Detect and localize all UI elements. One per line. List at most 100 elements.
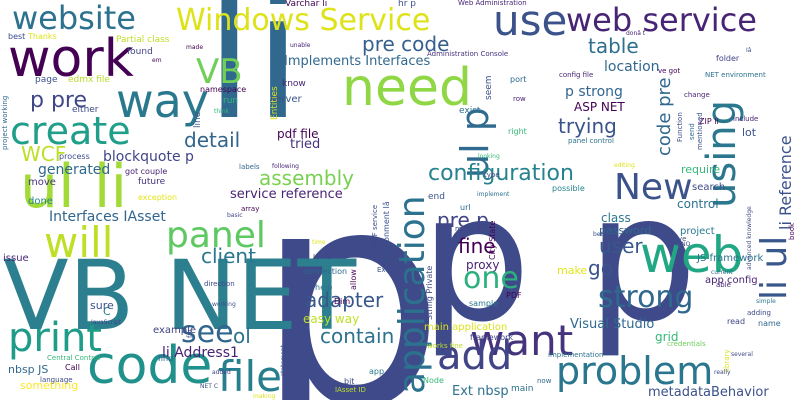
- word: possible: [552, 184, 585, 193]
- word: Varchar li: [285, 0, 328, 9]
- word: credentials: [667, 340, 706, 348]
- word: li Reference: [776, 135, 795, 230]
- word: Iâ ve: [313, 253, 331, 261]
- word: implementation: [548, 351, 604, 359]
- word: config file: [559, 71, 594, 79]
- word: web: [640, 226, 744, 284]
- word: done: [28, 196, 53, 207]
- word: strong: [598, 280, 694, 315]
- word: pre code: [362, 32, 450, 56]
- word: find: [158, 354, 174, 363]
- word: need: [342, 58, 472, 118]
- word: trying: [558, 114, 617, 138]
- word: project: [680, 226, 715, 237]
- word: best: [8, 32, 26, 41]
- word: contain: [320, 324, 395, 348]
- word: framework: [470, 333, 514, 342]
- word: will: [44, 218, 114, 267]
- word: Dim: [334, 297, 351, 306]
- word: p pre: [30, 88, 88, 113]
- word: table: [588, 34, 639, 58]
- word: end: [428, 192, 445, 202]
- word: PDF: [506, 291, 522, 300]
- word: now: [537, 377, 552, 385]
- word: time: [312, 239, 326, 246]
- word: right: [508, 127, 527, 136]
- word: tried: [290, 137, 321, 152]
- word: type: [484, 171, 500, 179]
- word: got couple: [125, 167, 168, 176]
- word: add: [437, 333, 513, 379]
- word: ul li: [20, 152, 128, 222]
- word: folder: [716, 54, 740, 63]
- word: print: [8, 315, 102, 361]
- word: LINQ: [676, 241, 691, 248]
- word: statement: [280, 345, 287, 376]
- word: simple: [756, 298, 776, 305]
- word: panel control: [568, 137, 614, 145]
- word: Ext nbsp: [452, 384, 509, 399]
- word: client: [201, 244, 256, 268]
- word: page: [35, 75, 58, 85]
- word: allow: [349, 269, 358, 290]
- word: pre p: [437, 208, 489, 232]
- word: better: [593, 231, 612, 238]
- word: change: [684, 91, 710, 99]
- word: file: [218, 352, 282, 400]
- word: p p: [420, 158, 698, 361]
- word: Central Control: [47, 354, 101, 362]
- word: user: [599, 234, 643, 258]
- word: name: [758, 319, 781, 328]
- word: several: [731, 351, 753, 358]
- word: JS framework: [697, 253, 764, 264]
- word: looking: [478, 153, 500, 160]
- word: unable: [290, 42, 311, 49]
- word: making: [253, 393, 276, 400]
- word: editing: [614, 162, 635, 169]
- word: far: [186, 328, 194, 338]
- word: see: [181, 315, 234, 350]
- word: VB NET: [3, 240, 357, 352]
- word: panel: [166, 215, 266, 256]
- word: direction: [204, 280, 235, 288]
- word: password: [599, 224, 652, 237]
- word: proxy: [466, 258, 500, 272]
- word: pdf file: [277, 127, 319, 141]
- word: think: [214, 108, 230, 115]
- word: really: [714, 369, 731, 376]
- word: code pre: [654, 77, 675, 156]
- word: service reference: [230, 187, 343, 202]
- word: work: [8, 29, 134, 89]
- word: li ul: [754, 235, 795, 300]
- word: Iâ: [746, 47, 752, 54]
- word: help: [315, 283, 333, 292]
- word: adapter: [305, 288, 384, 312]
- word: location: [604, 59, 660, 75]
- word: problem: [556, 349, 714, 393]
- word: code: [87, 336, 213, 396]
- word: require: [681, 163, 721, 176]
- word: know: [282, 79, 306, 89]
- word: basic: [227, 212, 243, 219]
- word: working: [212, 301, 236, 308]
- word: Interfaces IAsset: [49, 209, 166, 225]
- word: connection: [303, 267, 348, 276]
- word: create: [10, 109, 131, 153]
- word: ve got: [658, 67, 681, 75]
- word: em: [152, 57, 162, 64]
- word: sure: [90, 299, 114, 312]
- word: Ext: [377, 266, 389, 274]
- word: adding: [747, 309, 772, 317]
- word: String Private: [425, 265, 434, 320]
- word: VB: [196, 52, 243, 92]
- word: assembly: [259, 166, 354, 190]
- word: namespace: [200, 85, 247, 94]
- word: process: [59, 152, 90, 161]
- word: example: [153, 325, 197, 336]
- word: either: [72, 105, 99, 115]
- word: go: [588, 256, 613, 280]
- word: metadataBehavior: [648, 385, 769, 400]
- word: New: [614, 167, 693, 208]
- word: send: [688, 123, 696, 140]
- word: line: [193, 111, 203, 128]
